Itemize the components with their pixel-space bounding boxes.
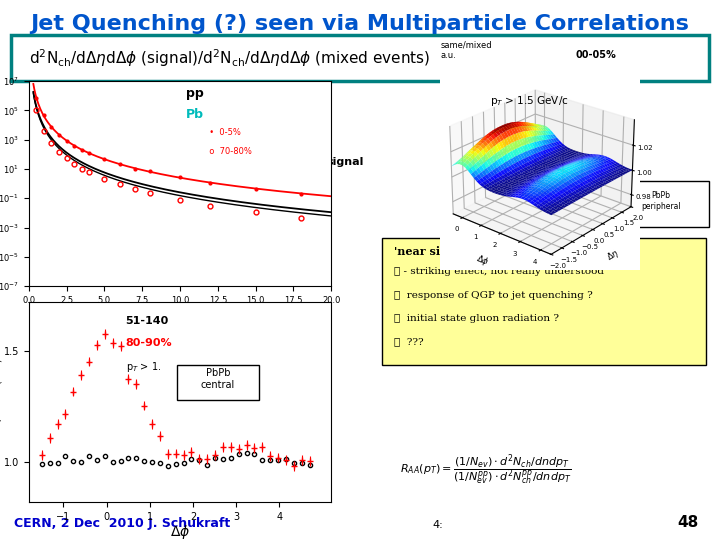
Text: Jet Quenching (?) seen via Multiparticle Correlations: Jet Quenching (?) seen via Multiparticle… xyxy=(30,14,690,33)
FancyBboxPatch shape xyxy=(612,181,709,227)
Text: 48: 48 xyxy=(677,515,698,530)
Text: d$^2$N$_{\rm ch}$/d$\Delta\eta$d$\Delta\phi$ (signal)/d$^2$N$_{\rm ch}$/d$\Delta: d$^2$N$_{\rm ch}$/d$\Delta\eta$d$\Delta\… xyxy=(29,47,431,69)
Y-axis label: $\Delta\eta$: $\Delta\eta$ xyxy=(604,246,622,264)
Text: ➤  response of QGP to jet quenching ?: ➤ response of QGP to jet quenching ? xyxy=(394,291,593,300)
Text: PbPb
peripheral: PbPb peripheral xyxy=(641,191,681,211)
X-axis label: $\Delta\phi$: $\Delta\phi$ xyxy=(170,523,190,540)
X-axis label: p$_T$ (GeV/c): p$_T$ (GeV/c) xyxy=(154,306,206,320)
Text: $R_{AA}(p_T) = \dfrac{(1/N_{ev})\cdot d^2N_{ch}/dndp_T}{(1/N_{ev}^{pp})\cdot d^2: $R_{AA}(p_T) = \dfrac{(1/N_{ev})\cdot d^… xyxy=(400,453,571,487)
Text: Pb: Pb xyxy=(186,107,204,120)
Text: pp: pp xyxy=(186,87,204,100)
Text: 00-05%: 00-05% xyxy=(576,50,617,60)
Text: p$_T$ > 1.: p$_T$ > 1. xyxy=(125,360,161,374)
Text: 4:: 4: xyxy=(432,520,443,530)
Text: PbPb
central: PbPb central xyxy=(201,368,235,390)
FancyBboxPatch shape xyxy=(11,35,709,81)
Text: •  0-5%: • 0-5% xyxy=(204,128,241,137)
Y-axis label: same/mixed (a.u.): same/mixed (a.u.) xyxy=(0,358,2,447)
Text: o  70-80%: o 70-80% xyxy=(204,147,252,156)
Text: 'near side ridge':: 'near side ridge': xyxy=(394,246,499,256)
Text: ➤  ???: ➤ ??? xyxy=(394,337,423,346)
FancyBboxPatch shape xyxy=(382,238,706,364)
Text: 80-90%: 80-90% xyxy=(125,339,172,348)
Text: CERN, 2 Dec  2010 J. Schukraft: CERN, 2 Dec 2010 J. Schukraft xyxy=(14,517,230,530)
X-axis label: $\Delta\phi$: $\Delta\phi$ xyxy=(474,252,492,269)
FancyBboxPatch shape xyxy=(177,366,258,400)
Text: p$_T$ > 1.5 GeV/c: p$_T$ > 1.5 GeV/c xyxy=(490,94,569,108)
Text: signal: signal xyxy=(326,157,364,167)
Text: same/mixed
a.u.: same/mixed a.u. xyxy=(440,41,492,60)
Text: ➤  initial state gluon radiation ?: ➤ initial state gluon radiation ? xyxy=(394,314,559,323)
Text: ➤ - striking effect, not really understood: ➤ - striking effect, not really understo… xyxy=(394,267,604,276)
Text: 51-140: 51-140 xyxy=(125,316,168,326)
